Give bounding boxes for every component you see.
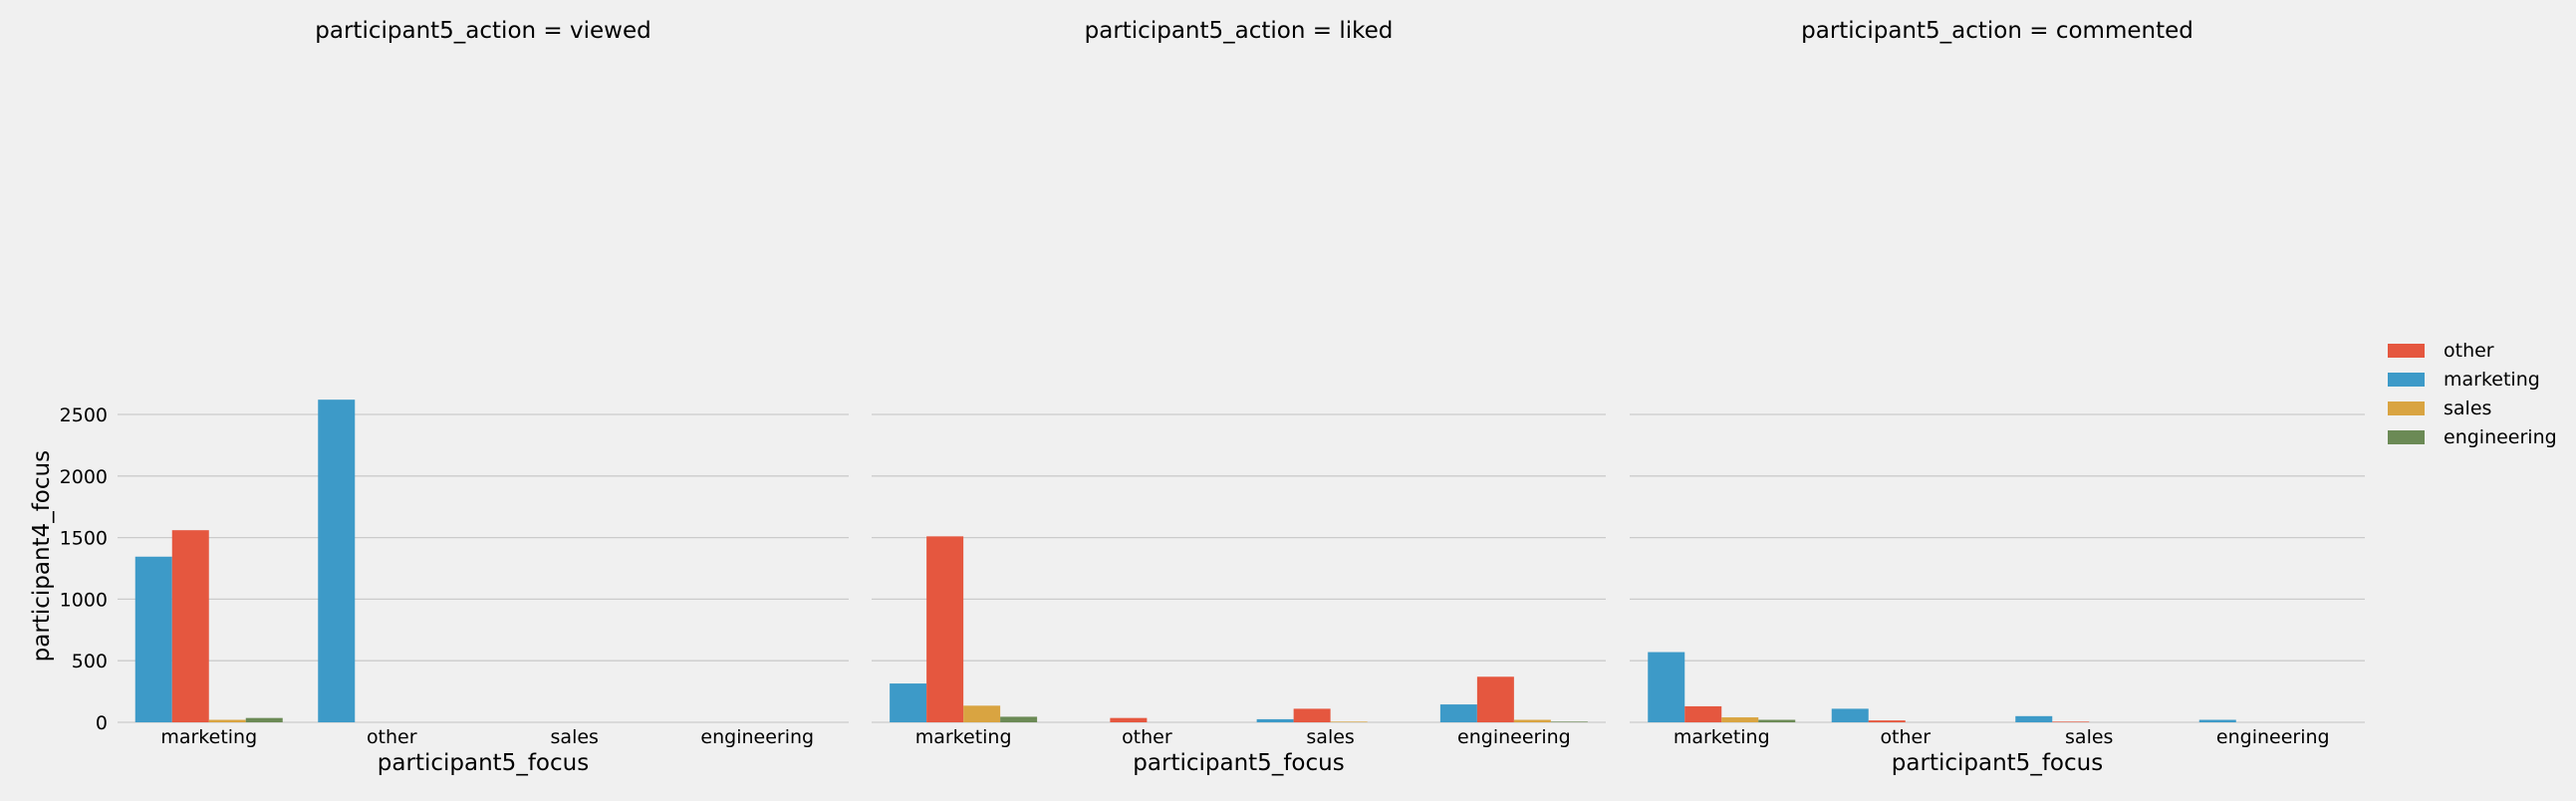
legend-label-sales: sales <box>2444 398 2491 419</box>
bar-marketing <box>2198 719 2236 722</box>
legend-label-engineering: engineering <box>2444 426 2557 448</box>
bar-marketing <box>1439 704 1477 722</box>
bar-sales <box>1330 721 1368 722</box>
bar-engineering <box>1550 721 1588 722</box>
legend-label-other: other <box>2444 340 2494 362</box>
facet-title: participant5_action = viewed <box>315 18 650 44</box>
x-tick-label: engineering <box>700 726 814 748</box>
x-axis-label: participant5_focus <box>378 750 589 776</box>
y-tick-label: 500 <box>72 651 108 672</box>
bar-marketing <box>2015 715 2053 722</box>
bar-other <box>1476 676 1514 722</box>
bar-other <box>926 536 964 722</box>
bar-sales <box>963 705 1001 722</box>
bar-marketing <box>134 556 172 722</box>
bar-marketing <box>890 683 927 722</box>
x-tick-label: marketing <box>915 726 1012 748</box>
bar-marketing <box>1256 718 1294 722</box>
x-tick-label: sales <box>2065 726 2113 748</box>
legend-swatch-engineering <box>2388 430 2425 444</box>
x-axis-label: participant5_focus <box>1892 750 2103 776</box>
legend-swatch-other <box>2388 344 2425 358</box>
x-tick-label: other <box>367 726 417 748</box>
x-tick-label: sales <box>551 726 599 748</box>
bar-sales <box>1513 719 1551 722</box>
legend-label-marketing: marketing <box>2444 369 2540 391</box>
x-tick-label: other <box>1122 726 1172 748</box>
bar-other <box>1684 705 1722 722</box>
bar-sales <box>1721 717 1759 722</box>
bar-marketing <box>1648 652 1685 722</box>
bar-marketing <box>1831 708 1869 722</box>
bar-other <box>2052 721 2090 722</box>
bar-other <box>1110 717 1148 722</box>
facet-title: participant5_action = commented <box>1801 18 2193 44</box>
y-tick-label: 1000 <box>60 589 108 611</box>
bar-other <box>1868 720 1906 722</box>
y-tick-label: 2500 <box>60 404 108 426</box>
bar-other <box>1293 708 1331 722</box>
bar-engineering <box>245 717 283 722</box>
bar-other <box>171 530 209 722</box>
x-tick-label: marketing <box>1674 726 1770 748</box>
y-tick-label: 1500 <box>60 528 108 550</box>
y-tick-label: 0 <box>96 712 108 734</box>
x-tick-label: marketing <box>160 726 257 748</box>
legend-swatch-sales <box>2388 401 2425 415</box>
facet-title: participant5_action = liked <box>1085 18 1394 44</box>
bar-sales <box>208 719 246 722</box>
x-tick-label: other <box>1880 726 1931 748</box>
x-axis-label: participant5_focus <box>1133 750 1344 776</box>
y-tick-label: 2000 <box>60 466 108 488</box>
x-tick-label: engineering <box>1457 726 1571 748</box>
bar-marketing <box>318 400 356 722</box>
x-tick-label: engineering <box>2216 726 2330 748</box>
x-tick-label: sales <box>1306 726 1354 748</box>
bar-engineering <box>1758 719 1796 722</box>
legend-swatch-marketing <box>2388 373 2425 387</box>
bar-engineering <box>1000 716 1038 722</box>
y-axis-label: participant4_focus <box>29 450 55 662</box>
